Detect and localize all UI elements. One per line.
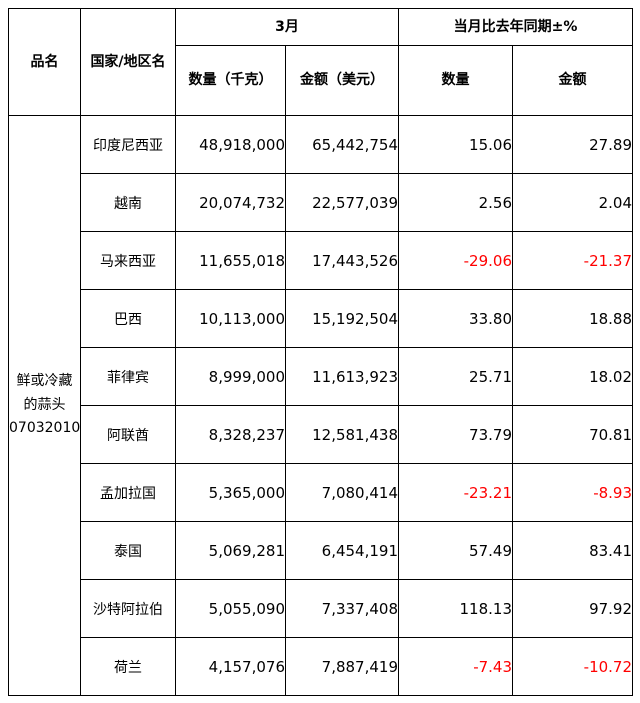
amt-yoy-cell: 27.89: [511, 115, 634, 174]
amt-yoy-cell: 18.88: [511, 289, 634, 348]
amt-cell: 22,577,039: [285, 173, 399, 232]
qty-yoy-cell: 33.80: [398, 289, 513, 348]
country-cell: 泰国: [80, 521, 176, 580]
qty-yoy-cell: -7.43: [398, 637, 513, 696]
table-row: 荷兰 4,157,076 7,887,419 -7.43 -10.72: [9, 637, 634, 696]
product-name-cell: 鲜或冷藏 的蒜头 07032010: [8, 115, 81, 696]
header-qty-yoy: 数量: [398, 45, 513, 116]
header-country: 国家/地区名: [80, 8, 176, 116]
table-row: 巴西 10,113,000 15,192,504 33.80 18.88: [9, 289, 634, 348]
header-product: 品名: [8, 8, 81, 116]
amt-cell: 7,080,414: [285, 463, 399, 522]
table-row: 泰国 5,069,281 6,454,191 57.49 83.41: [9, 521, 634, 580]
country-cell: 马来西亚: [80, 231, 176, 290]
qty-yoy-cell: 15.06: [398, 115, 513, 174]
qty-cell: 8,328,237: [175, 405, 286, 464]
amt-yoy-cell: 2.04: [511, 173, 634, 232]
amt-yoy-cell: -10.72: [511, 637, 634, 696]
amt-yoy-cell: 83.41: [511, 521, 634, 580]
qty-yoy-cell: 25.71: [398, 347, 513, 406]
header-march-group: 3月: [175, 8, 399, 46]
qty-yoy-cell: -29.06: [398, 231, 513, 290]
table-row: 越南 20,074,732 22,577,039 2.56 2.04: [9, 173, 634, 232]
qty-cell: 48,918,000: [175, 115, 286, 174]
amt-yoy-cell: -8.93: [511, 463, 634, 522]
qty-yoy-cell: 118.13: [398, 579, 513, 638]
qty-yoy-cell: 57.49: [398, 521, 513, 580]
qty-yoy-cell: 73.79: [398, 405, 513, 464]
qty-cell: 5,365,000: [175, 463, 286, 522]
table-row: 阿联酋 8,328,237 12,581,438 73.79 70.81: [9, 405, 634, 464]
country-cell: 阿联酋: [80, 405, 176, 464]
amt-yoy-cell: 18.02: [511, 347, 634, 406]
amt-yoy-cell: 97.92: [511, 579, 634, 638]
header-amt-yoy: 金额: [511, 45, 634, 116]
qty-cell: 8,999,000: [175, 347, 286, 406]
amt-cell: 7,337,408: [285, 579, 399, 638]
qty-yoy-cell: -23.21: [398, 463, 513, 522]
amt-yoy-cell: 70.81: [511, 405, 634, 464]
country-cell: 沙特阿拉伯: [80, 579, 176, 638]
country-cell: 孟加拉国: [80, 463, 176, 522]
header-yoy-group: 当月比去年同期±%: [397, 8, 634, 46]
table-row: 鲜或冷藏 的蒜头 07032010 印度尼西亚 48,918,000 65,44…: [8, 115, 634, 696]
country-cell: 菲律宾: [80, 347, 176, 406]
amt-cell: 11,613,923: [285, 347, 399, 406]
amt-cell: 65,442,754: [285, 115, 399, 174]
country-cell: 印度尼西亚: [80, 115, 176, 174]
country-cell: 巴西: [80, 289, 176, 348]
header-qty-kg: 数量（千克）: [175, 45, 286, 116]
amt-cell: 17,443,526: [285, 231, 399, 290]
amt-cell: 6,454,191: [285, 521, 399, 580]
table-row: 沙特阿拉伯 5,055,090 7,337,408 118.13 97.92: [9, 579, 634, 638]
header-row-1: 品名 国家/地区名 3月 当月比去年同期±%: [8, 8, 634, 116]
table-row: 孟加拉国 5,365,000 7,080,414 -23.21 -8.93: [9, 463, 634, 522]
header-row-2: 数量（千克） 金额（美元） 数量 金额: [9, 45, 634, 116]
qty-cell: 4,157,076: [175, 637, 286, 696]
qty-cell: 20,074,732: [175, 173, 286, 232]
qty-cell: 5,055,090: [175, 579, 286, 638]
country-cell: 越南: [80, 173, 176, 232]
qty-yoy-cell: 2.56: [398, 173, 513, 232]
import-stats-table: 品名 国家/地区名 3月 当月比去年同期±% 数量（千克） 金额（美元） 数量 …: [8, 8, 634, 696]
qty-cell: 5,069,281: [175, 521, 286, 580]
table-row: 菲律宾 8,999,000 11,613,923 25.71 18.02: [9, 347, 634, 406]
amt-cell: 15,192,504: [285, 289, 399, 348]
amt-cell: 7,887,419: [285, 637, 399, 696]
table-row: 马来西亚 11,655,018 17,443,526 -29.06 -21.37: [9, 231, 634, 290]
qty-cell: 11,655,018: [175, 231, 286, 290]
qty-cell: 10,113,000: [175, 289, 286, 348]
header-amt-usd: 金额（美元）: [285, 45, 399, 116]
country-cell: 荷兰: [80, 637, 176, 696]
amt-yoy-cell: -21.37: [511, 231, 634, 290]
amt-cell: 12,581,438: [285, 405, 399, 464]
